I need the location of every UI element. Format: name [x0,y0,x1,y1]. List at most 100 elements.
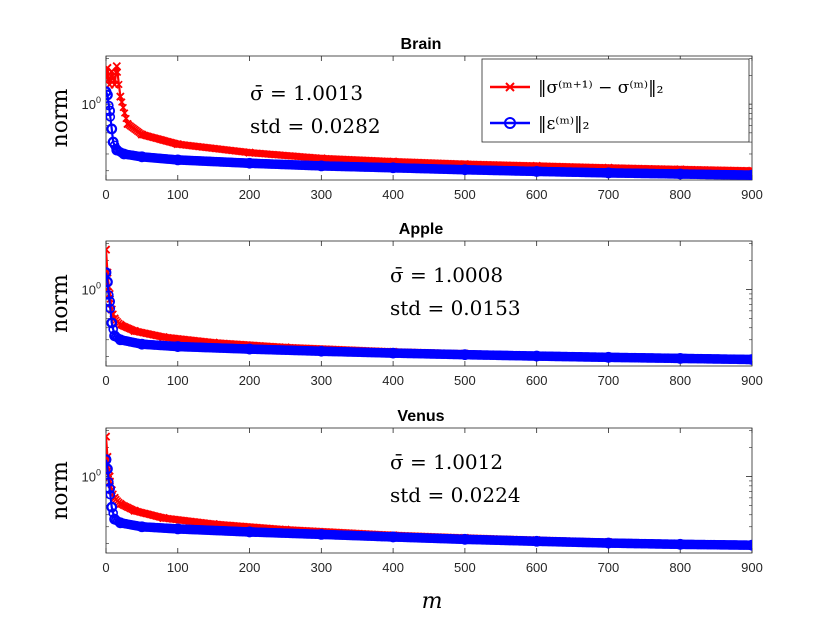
legend: ‖σ⁽ᵐ⁺¹⁾ − σ⁽ᵐ⁾‖₂ ‖ε⁽ᵐ⁾‖₂ [481,58,750,143]
panel-title: Apple [399,221,444,238]
legend-box [481,58,750,143]
data-point [106,290,114,300]
x-tick-label: 200 [239,187,261,202]
data-point-anchor [136,521,148,533]
x-tick-label: 900 [741,560,763,575]
data-point-anchor [245,148,254,157]
data-point-anchor [112,61,122,71]
data-point-anchor [106,483,115,494]
data-point-anchor [315,160,327,172]
data-point-anchor [387,531,399,543]
x-tick-label: 500 [454,560,476,575]
data-point-anchor [137,130,147,139]
data-point-anchor [114,334,126,346]
x-tick-label: 200 [239,560,261,575]
legend-marker-circle [504,117,516,129]
x-axis-label: m [422,589,443,614]
x-tick-label: 300 [310,373,332,388]
annotation-std: std = 0.0153 [390,296,521,320]
annotation-std: std = 0.0282 [250,114,381,138]
data-point-anchor [106,501,118,513]
data-point-anchor [459,349,471,361]
y-axis-label: norm [48,461,73,520]
data-point-anchor [106,89,113,101]
data-point-anchor [531,535,543,547]
legend-marker-x [505,82,515,92]
y-tick-label: 100 [82,281,101,298]
data-point-anchor [123,119,132,129]
data-point-anchor [746,539,752,551]
x-tick-label: 600 [526,560,548,575]
data-point-anchor [387,162,399,174]
data-point-anchor [130,506,139,516]
data-point-anchor [603,167,614,179]
y-axis-label: norm [48,274,73,333]
x-tick-label: 900 [741,187,763,202]
x-tick-label: 0 [102,560,109,575]
x-tick-label: 400 [382,373,404,388]
data-point-anchor [116,320,125,329]
data-point-anchor [159,513,168,523]
x-tick-label: 100 [167,560,189,575]
data-point-anchor [674,168,686,180]
data-point-anchor [172,341,184,352]
data-point-anchor [531,350,543,362]
data-point-anchor [244,343,255,355]
panel-apple: 0 100 200 300 400 500 600 700 800 900 100 norm Apple… [48,221,763,388]
data-point [119,103,127,112]
y-tick-label: 100 [82,468,101,485]
data-point-anchor [106,463,113,475]
series-epsilon [106,86,752,180]
x-tick-label: 800 [669,560,691,575]
x-tick-label: 200 [239,373,261,388]
x-tick-label: 600 [526,373,548,388]
data-point-anchor [130,326,139,336]
series-epsilon [106,454,752,551]
x-tick-label: 700 [598,373,620,388]
series-epsilon [106,267,752,365]
data-point-anchor [387,347,399,359]
x-tick-label: 600 [526,187,548,202]
data-point-anchor [674,538,686,550]
data-point-anchor [116,499,125,509]
data-point-anchor [106,317,118,329]
data-point-anchor [106,245,111,254]
y-tick-label: 100 [82,95,101,112]
x-tick-label: 700 [598,560,620,575]
data-point-anchor [106,296,115,307]
data-point-anchor [317,154,326,163]
x-tick-label: 800 [669,187,691,202]
annotation-std: std = 0.0224 [390,483,521,507]
x-tick-label: 0 [102,187,109,202]
data-point [106,100,114,111]
data-point-anchor [118,148,130,160]
data-point [106,489,116,500]
panel-title: Brain [401,36,442,53]
x-tick-label: 900 [741,373,763,388]
data-point-anchor [106,432,111,441]
data-point-anchor [746,169,752,180]
x-tick-label: 0 [102,373,109,388]
data-point-anchor [315,345,327,357]
data-point-anchor [159,332,168,342]
data-point-anchor [136,151,148,163]
legend-label: ‖σ⁽ᵐ⁺¹⁾ − σ⁽ᵐ⁾‖₂ [538,78,663,98]
x-tick-label: 100 [167,373,189,388]
x-tick-label: 400 [382,187,404,202]
x-tick-label: 700 [598,187,620,202]
panel-venus: 0 100 200 300 400 500 600 700 800 900 100 norm Venus… [48,408,763,575]
data-point-anchor [106,454,112,466]
data-point-anchor [603,537,614,549]
data-point-anchor [459,533,471,545]
data-point-anchor [244,157,255,169]
data-point-anchor [173,139,183,149]
annotation-mean: σ̄ = 1.0012 [390,450,503,474]
x-tick-label: 800 [669,373,691,388]
x-tick-label: 400 [382,560,404,575]
data-point [109,74,117,82]
data-point-anchor [746,354,752,365]
data-point-anchor [172,154,184,166]
data-point-anchor [106,276,113,288]
data-point-anchor [244,526,255,538]
